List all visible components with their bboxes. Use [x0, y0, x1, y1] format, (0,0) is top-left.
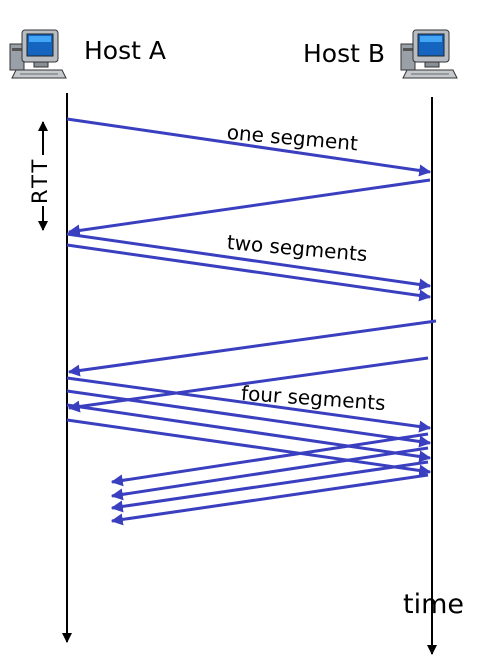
segment-arrow [66, 403, 432, 463]
segment-arrow [66, 418, 432, 477]
segment-arrow [66, 376, 432, 433]
host-b-label: Host B [303, 39, 386, 68]
ack-arrow [110, 432, 429, 487]
host-a-label: Host A [84, 36, 166, 65]
segment-arrow [66, 232, 432, 291]
computer-icon [400, 29, 458, 79]
time-label: time [403, 589, 465, 620]
segment-arrow [66, 243, 432, 302]
rtt-label: RTT [28, 154, 52, 206]
segment-arrows [66, 117, 437, 526]
ack-arrow [67, 319, 437, 377]
computer-icon [9, 29, 67, 79]
segment-arrow [66, 117, 432, 177]
ack-arrow [67, 178, 431, 237]
segment-arrow [66, 389, 432, 448]
ack-arrow [110, 460, 429, 513]
ack-arrow [110, 446, 429, 501]
ack-arrow [110, 473, 429, 526]
